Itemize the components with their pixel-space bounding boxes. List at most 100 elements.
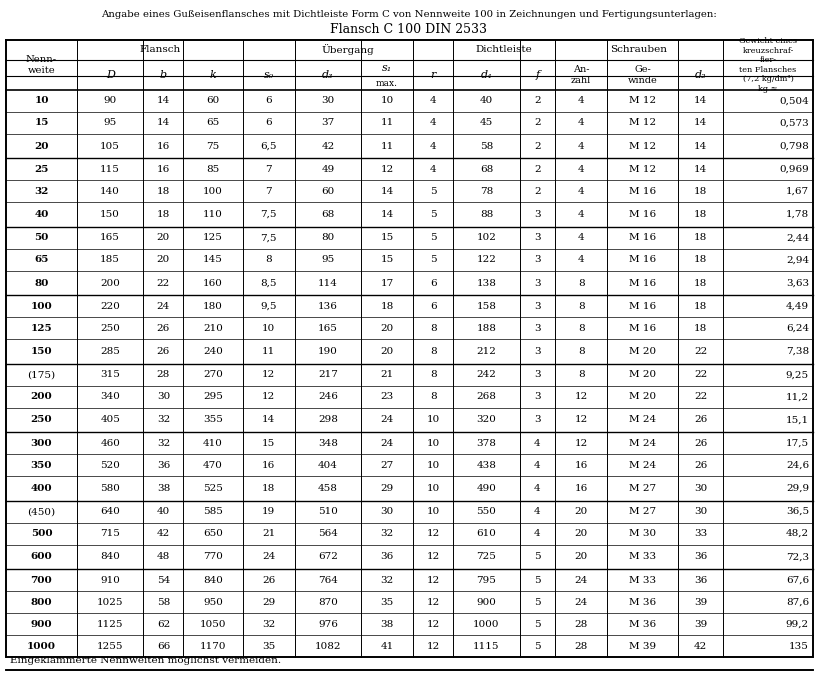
Text: 12: 12: [427, 597, 440, 607]
Text: 0,798: 0,798: [779, 142, 809, 151]
Text: 110: 110: [203, 210, 223, 219]
Text: 14: 14: [380, 210, 394, 219]
Text: M 30: M 30: [629, 529, 656, 538]
Text: 140: 140: [100, 187, 120, 196]
Text: 1,78: 1,78: [786, 210, 809, 219]
Text: 3: 3: [534, 324, 541, 333]
Text: 48: 48: [156, 552, 170, 562]
Text: 138: 138: [477, 279, 496, 288]
Text: 12: 12: [427, 529, 440, 538]
Text: 20: 20: [380, 324, 394, 333]
Text: 12: 12: [574, 415, 588, 425]
Text: 60: 60: [321, 187, 334, 196]
Text: 3: 3: [534, 234, 541, 242]
Text: 315: 315: [100, 371, 120, 379]
Text: d₂: d₂: [695, 70, 707, 80]
Text: 39: 39: [694, 620, 708, 628]
Text: 80: 80: [34, 279, 48, 288]
Text: 5: 5: [534, 576, 541, 585]
Text: M 27: M 27: [629, 484, 656, 493]
Text: 8: 8: [577, 371, 585, 379]
Text: 18: 18: [156, 187, 170, 196]
Text: 458: 458: [318, 484, 337, 493]
Text: 220: 220: [100, 302, 120, 311]
Text: 24,6: 24,6: [786, 460, 809, 470]
Text: 2: 2: [534, 142, 541, 151]
Text: Flansch C 100 DIN 2533: Flansch C 100 DIN 2533: [331, 23, 487, 36]
Text: M 16: M 16: [629, 324, 656, 333]
Text: 14: 14: [156, 119, 170, 128]
Text: 950: 950: [203, 597, 223, 607]
Text: 795: 795: [477, 576, 496, 585]
Text: 14: 14: [694, 119, 708, 128]
Text: 14: 14: [262, 415, 275, 425]
Text: 840: 840: [100, 552, 120, 562]
Text: Angabe eines Gußeisenflansches mit Dichtleiste Form C von Nennweite 100 in Zeich: Angabe eines Gußeisenflansches mit Dicht…: [101, 10, 717, 19]
Text: 2: 2: [534, 165, 541, 174]
Text: 840: 840: [203, 576, 223, 585]
Text: M 24: M 24: [629, 439, 656, 448]
Text: 510: 510: [318, 507, 337, 516]
Text: M 16: M 16: [629, 210, 656, 219]
Text: 29: 29: [380, 484, 394, 493]
Text: 470: 470: [203, 460, 223, 470]
Text: 30: 30: [321, 97, 334, 105]
Text: 490: 490: [477, 484, 496, 493]
Text: M 12: M 12: [629, 97, 656, 105]
Text: 24: 24: [574, 576, 588, 585]
Text: 15,1: 15,1: [786, 415, 809, 425]
Text: 32: 32: [380, 529, 394, 538]
Text: 35: 35: [380, 597, 394, 607]
Text: 72,3: 72,3: [786, 552, 809, 562]
Text: 7,5: 7,5: [260, 210, 277, 219]
Text: 165: 165: [100, 234, 120, 242]
Text: M 16: M 16: [629, 234, 656, 242]
Text: 50: 50: [34, 234, 48, 242]
Text: M 12: M 12: [629, 165, 656, 174]
Text: 4: 4: [534, 484, 541, 493]
Text: 28: 28: [574, 620, 588, 628]
Text: 3: 3: [534, 347, 541, 356]
Text: 1025: 1025: [97, 597, 124, 607]
Text: 26: 26: [694, 460, 708, 470]
Text: 15: 15: [262, 439, 275, 448]
Text: 18: 18: [694, 210, 708, 219]
Text: 20: 20: [380, 347, 394, 356]
Text: 22: 22: [694, 371, 708, 379]
Text: 28: 28: [156, 371, 170, 379]
Text: 550: 550: [477, 507, 496, 516]
Text: 3: 3: [534, 415, 541, 425]
Text: (450): (450): [27, 507, 56, 516]
Text: 9,25: 9,25: [786, 371, 809, 379]
Text: 1000: 1000: [473, 620, 500, 628]
Text: 190: 190: [318, 347, 337, 356]
Text: 4: 4: [534, 439, 541, 448]
Text: 160: 160: [203, 279, 223, 288]
Text: 285: 285: [100, 347, 120, 356]
Text: M 36: M 36: [629, 620, 656, 628]
Text: 67,6: 67,6: [786, 576, 809, 585]
Text: 20: 20: [574, 507, 588, 516]
Text: 640: 640: [100, 507, 120, 516]
Text: 976: 976: [318, 620, 337, 628]
Text: 378: 378: [477, 439, 496, 448]
Text: 26: 26: [694, 439, 708, 448]
Text: Nenn-
weite: Nenn- weite: [26, 55, 57, 75]
Text: 3: 3: [534, 302, 541, 311]
Text: M 16: M 16: [629, 302, 656, 311]
Text: 26: 26: [694, 415, 708, 425]
Text: 400: 400: [30, 484, 52, 493]
Text: 18: 18: [694, 187, 708, 196]
Text: 0,969: 0,969: [779, 165, 809, 174]
Text: 0,573: 0,573: [779, 119, 809, 128]
Text: 180: 180: [203, 302, 223, 311]
Text: 38: 38: [156, 484, 170, 493]
Text: 60: 60: [206, 97, 219, 105]
Text: 32: 32: [262, 620, 275, 628]
Text: 150: 150: [30, 347, 52, 356]
Text: 12: 12: [574, 392, 588, 401]
Text: 250: 250: [30, 415, 52, 425]
Text: 66: 66: [156, 641, 170, 651]
Text: 16: 16: [156, 165, 170, 174]
Text: 24: 24: [574, 597, 588, 607]
